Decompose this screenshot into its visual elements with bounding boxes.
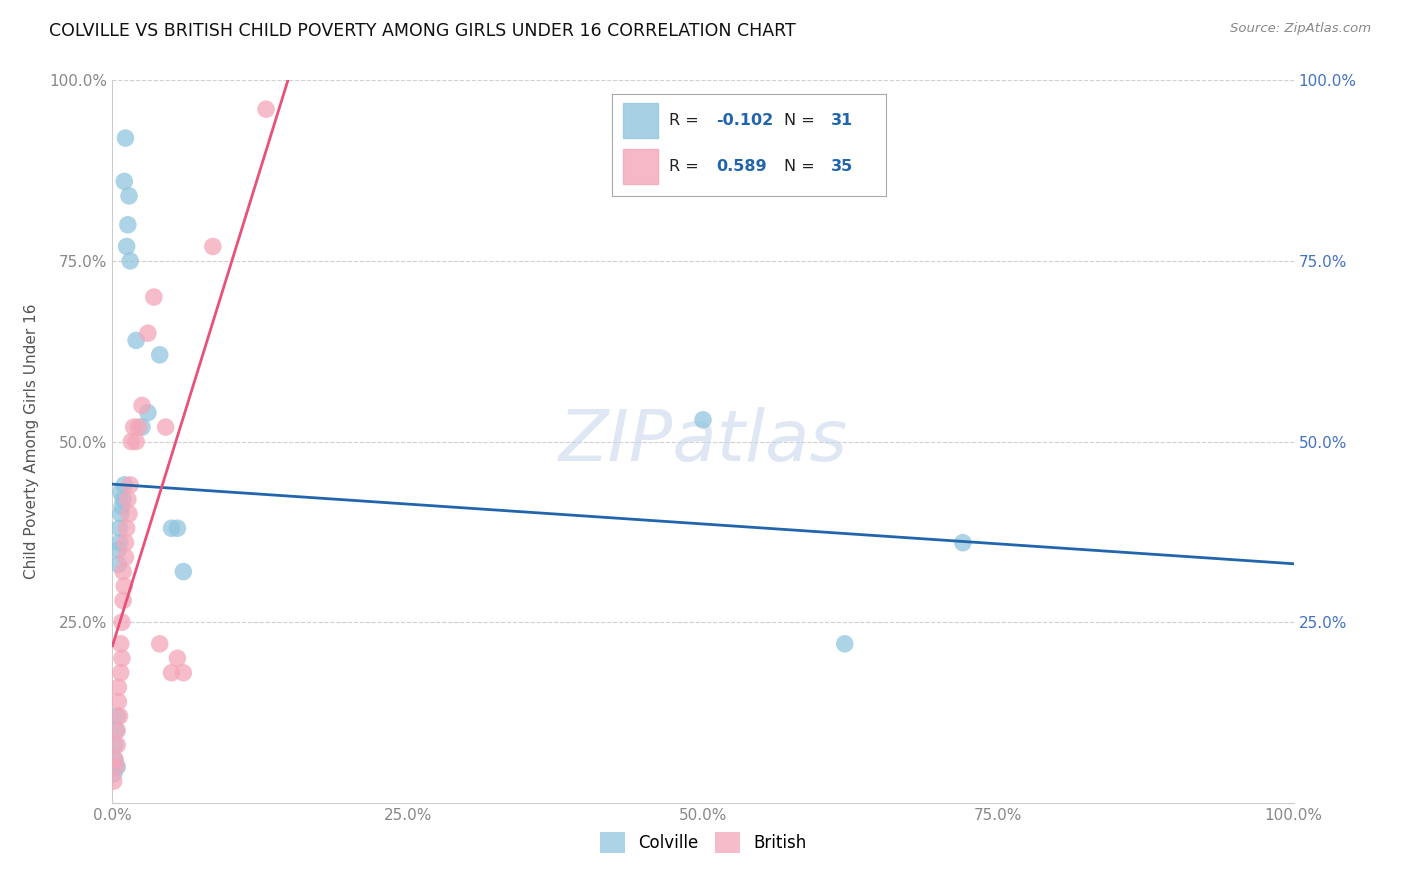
Legend: Colville, British: Colville, British bbox=[593, 826, 813, 860]
Point bbox=[112, 593, 135, 607]
Point bbox=[110, 637, 132, 651]
Point bbox=[107, 558, 129, 572]
Text: 0.589: 0.589 bbox=[716, 159, 766, 174]
Text: -0.102: -0.102 bbox=[716, 112, 773, 128]
Text: R =: R = bbox=[669, 112, 704, 128]
Text: N =: N = bbox=[785, 159, 820, 174]
Text: 31: 31 bbox=[831, 112, 853, 128]
Point bbox=[114, 550, 136, 565]
Point bbox=[103, 774, 125, 789]
Y-axis label: Child Poverty Among Girls Under 16: Child Poverty Among Girls Under 16 bbox=[24, 304, 38, 579]
Point bbox=[105, 709, 128, 723]
Point bbox=[254, 102, 277, 116]
Point bbox=[115, 239, 138, 253]
Point bbox=[105, 760, 128, 774]
Point bbox=[120, 253, 142, 268]
Point bbox=[103, 767, 125, 781]
Point bbox=[104, 738, 127, 752]
Point bbox=[111, 500, 134, 514]
Point bbox=[110, 485, 132, 500]
Point bbox=[112, 478, 135, 492]
Text: COLVILLE VS BRITISH CHILD POVERTY AMONG GIRLS UNDER 16 CORRELATION CHART: COLVILLE VS BRITISH CHILD POVERTY AMONG … bbox=[49, 22, 796, 40]
Point bbox=[131, 398, 153, 412]
Point bbox=[172, 665, 194, 680]
Point bbox=[120, 434, 142, 449]
Point bbox=[149, 348, 172, 362]
Point bbox=[112, 565, 135, 579]
Point bbox=[104, 752, 127, 766]
Point bbox=[105, 738, 128, 752]
Point bbox=[110, 507, 132, 521]
Point bbox=[160, 665, 183, 680]
Point bbox=[136, 326, 159, 340]
Point bbox=[108, 535, 131, 549]
Point bbox=[952, 535, 974, 549]
Point bbox=[166, 651, 188, 665]
Bar bbox=[623, 149, 658, 184]
Point bbox=[131, 420, 153, 434]
Point bbox=[105, 760, 128, 774]
Point bbox=[122, 420, 145, 434]
Point bbox=[201, 239, 224, 253]
Point bbox=[112, 174, 135, 188]
Point bbox=[112, 492, 135, 507]
Point bbox=[105, 723, 128, 738]
Point bbox=[115, 521, 138, 535]
Point bbox=[120, 478, 142, 492]
Point bbox=[155, 420, 177, 434]
Point bbox=[142, 290, 165, 304]
Text: ZIPatlas: ZIPatlas bbox=[558, 407, 848, 476]
Text: N =: N = bbox=[785, 112, 820, 128]
Bar bbox=[623, 103, 658, 137]
Text: Source: ZipAtlas.com: Source: ZipAtlas.com bbox=[1230, 22, 1371, 36]
Point bbox=[125, 434, 148, 449]
Point bbox=[114, 131, 136, 145]
Point bbox=[112, 579, 135, 593]
Point bbox=[172, 565, 194, 579]
Point bbox=[108, 521, 131, 535]
Point bbox=[125, 334, 148, 348]
Text: R =: R = bbox=[669, 159, 704, 174]
Point bbox=[104, 752, 127, 766]
Point bbox=[111, 651, 134, 665]
Point bbox=[166, 521, 188, 535]
Point bbox=[692, 413, 714, 427]
Point bbox=[114, 535, 136, 549]
Point bbox=[107, 695, 129, 709]
Point bbox=[117, 218, 139, 232]
Point bbox=[136, 406, 159, 420]
Point bbox=[108, 709, 131, 723]
Point bbox=[149, 637, 172, 651]
Point bbox=[107, 680, 129, 694]
Point bbox=[118, 189, 141, 203]
Point bbox=[111, 615, 134, 630]
Point bbox=[834, 637, 856, 651]
Point bbox=[127, 420, 149, 434]
Point bbox=[110, 665, 132, 680]
Point bbox=[118, 507, 141, 521]
Text: 35: 35 bbox=[831, 159, 853, 174]
Point bbox=[117, 492, 139, 507]
Point bbox=[107, 542, 129, 557]
Point bbox=[105, 723, 128, 738]
Point bbox=[160, 521, 183, 535]
